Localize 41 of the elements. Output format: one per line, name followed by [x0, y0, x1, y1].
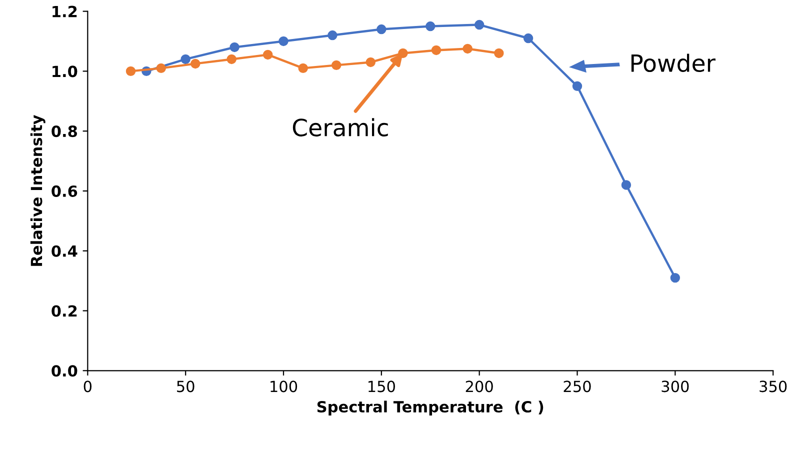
point [328, 30, 338, 40]
point [332, 60, 342, 70]
annotation: Ceramic [292, 118, 388, 136]
point [156, 63, 166, 74]
point [431, 45, 442, 56]
point [494, 48, 504, 58]
point [180, 54, 190, 64]
y-tick-label: 1.2 [52, 6, 77, 18]
y-tick-label: 0.0 [52, 365, 78, 377]
x-tick-label: 300 [662, 380, 689, 392]
x-tick-label: 350 [760, 380, 787, 392]
point [226, 54, 236, 64]
point [523, 33, 534, 44]
point [426, 21, 436, 32]
y-tick-label: 0.8 [52, 126, 77, 138]
x-tick-label: 0 [84, 380, 92, 392]
point [230, 42, 240, 52]
y-tick-label: 0.6 [52, 185, 78, 197]
x-tick-label: 250 [564, 380, 591, 392]
x-axis-title: Spectral Temperature (C ) [317, 400, 544, 416]
y-tick-label: 1.0 [52, 66, 78, 78]
point [190, 58, 200, 69]
point [621, 180, 632, 190]
point [278, 36, 288, 46]
point [126, 66, 136, 76]
annotation: Powder [631, 54, 716, 72]
x-tick-label: 100 [270, 380, 298, 392]
y-tick-label: 0.4 [52, 245, 78, 257]
point [376, 24, 386, 34]
point [262, 50, 273, 60]
y-axis-title: Relative Intensity [30, 114, 46, 266]
point [366, 57, 376, 68]
x-tick-label: 200 [466, 380, 493, 392]
x-tick-label: 50 [177, 380, 194, 392]
x-tick-label: 150 [368, 380, 395, 392]
point [572, 81, 582, 92]
point [474, 20, 484, 30]
y-tick-label: 0.2 [52, 305, 77, 317]
point [298, 63, 308, 74]
point [670, 272, 680, 283]
point [462, 44, 472, 54]
